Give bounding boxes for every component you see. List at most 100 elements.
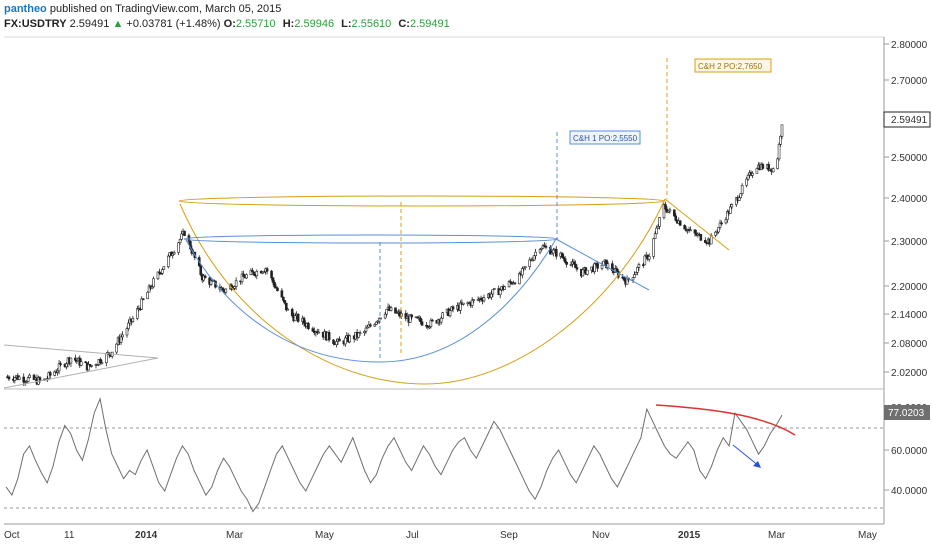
- candle-body: [656, 226, 660, 229]
- candle-body: [270, 270, 273, 279]
- candle-body: [293, 315, 297, 322]
- candle-body: [755, 168, 759, 174]
- rsi-arrow-head-icon: [753, 461, 761, 468]
- candle-body: [344, 337, 347, 345]
- ch1-handle-line: [555, 238, 650, 291]
- time-tick-label: Oct: [4, 530, 20, 541]
- candle-body: [581, 269, 585, 277]
- candle-body: [28, 374, 31, 378]
- candle-body: [729, 206, 732, 214]
- change-value: +0.03781 (+1.48%): [126, 18, 221, 30]
- rsi-tick-label: 60.0000: [891, 446, 928, 457]
- candle-body: [739, 193, 742, 198]
- candle-body: [136, 308, 139, 319]
- rsi-line: [5, 397, 783, 513]
- candle-body: [32, 374, 36, 380]
- candle-body: [358, 332, 362, 334]
- candle-body: [703, 240, 707, 243]
- candle-body: [428, 326, 431, 328]
- candle-body: [147, 285, 151, 293]
- candle-body: [57, 363, 61, 372]
- publisher-name[interactable]: pantheo: [4, 3, 47, 15]
- price-tick: 2.50000: [884, 153, 928, 164]
- candle-body: [431, 319, 434, 322]
- candle-body: [87, 363, 90, 371]
- candle-body: [262, 271, 266, 274]
- candle-body: [140, 298, 144, 310]
- ch1-cup-curve: [185, 238, 557, 363]
- price-tick: 2.30000: [884, 237, 928, 248]
- candle-body: [385, 308, 388, 315]
- candle-body: [317, 331, 321, 334]
- ch2-rim-ellipse: [178, 195, 666, 207]
- candle-body: [534, 251, 537, 257]
- candle-body: [779, 136, 782, 145]
- time-tick-label: May: [315, 530, 334, 541]
- candle-body: [203, 275, 207, 279]
- candle-body: [22, 376, 26, 383]
- candle-body: [376, 320, 380, 323]
- candle-body: [65, 363, 68, 368]
- candle-body: [662, 204, 666, 218]
- price-tick: 2.08000: [884, 339, 928, 350]
- candle-body: [562, 256, 565, 260]
- symbol-label[interactable]: FX:USDTRY: [4, 18, 67, 30]
- candle-body: [771, 168, 775, 173]
- candle-body: [84, 361, 87, 364]
- candle-body: [715, 231, 719, 234]
- candle-body: [162, 266, 166, 270]
- candle-body: [647, 256, 651, 260]
- candle-body: [667, 210, 670, 213]
- time-tick-label: Jul: [406, 530, 419, 541]
- candle-body: [633, 274, 636, 278]
- candle-body: [180, 233, 183, 240]
- candle-body: [521, 268, 524, 276]
- candle-body: [273, 282, 276, 288]
- candle-body: [271, 277, 275, 283]
- candle-body: [274, 286, 278, 289]
- candle-body: [767, 164, 771, 171]
- ch1-label-box[interactable]: C&H 1 PO:2,5550: [569, 130, 641, 145]
- candle-body: [79, 361, 83, 366]
- candle-body: [615, 268, 619, 272]
- candle-body: [282, 296, 285, 301]
- candle-body: [538, 249, 542, 253]
- price-tick-label: 2.70000: [891, 76, 928, 87]
- candle-body: [472, 299, 475, 301]
- candle-body: [745, 178, 748, 186]
- price-tick: 2.40000: [884, 194, 928, 205]
- candle-body: [596, 263, 599, 269]
- candle-body: [69, 357, 73, 364]
- candle-body: [740, 185, 744, 194]
- candle-body: [776, 158, 779, 169]
- candle-body: [105, 353, 108, 364]
- candle-body: [780, 124, 784, 137]
- candle-body: [302, 317, 306, 324]
- candle-body: [242, 273, 245, 277]
- candle-body: [363, 330, 366, 333]
- price-tick-label: 2.14000: [891, 310, 928, 321]
- candle-body: [734, 197, 738, 205]
- candle-body: [509, 281, 512, 283]
- candle-body: [490, 293, 493, 298]
- candle-body: [115, 343, 118, 353]
- candle-body: [416, 316, 419, 319]
- candle-body: [379, 317, 383, 320]
- ch2-label-box[interactable]: C&H 2 PO:2,7650: [694, 58, 772, 73]
- candle-body: [451, 306, 455, 310]
- candle-body: [761, 164, 765, 169]
- low-value: 2.55610: [351, 18, 392, 30]
- candle-body: [335, 341, 338, 346]
- candle-body: [146, 291, 149, 300]
- candle-body: [199, 265, 203, 275]
- change-up-icon: ▲: [112, 18, 124, 30]
- candle-body: [90, 365, 93, 367]
- price-tick-label: 2.30000: [891, 237, 928, 248]
- candle-body: [689, 229, 692, 232]
- candle-body: [600, 264, 604, 269]
- candle-body: [286, 308, 290, 311]
- candle-body: [327, 332, 331, 341]
- close-value: 2.59491: [409, 18, 450, 30]
- candle-body: [74, 357, 77, 361]
